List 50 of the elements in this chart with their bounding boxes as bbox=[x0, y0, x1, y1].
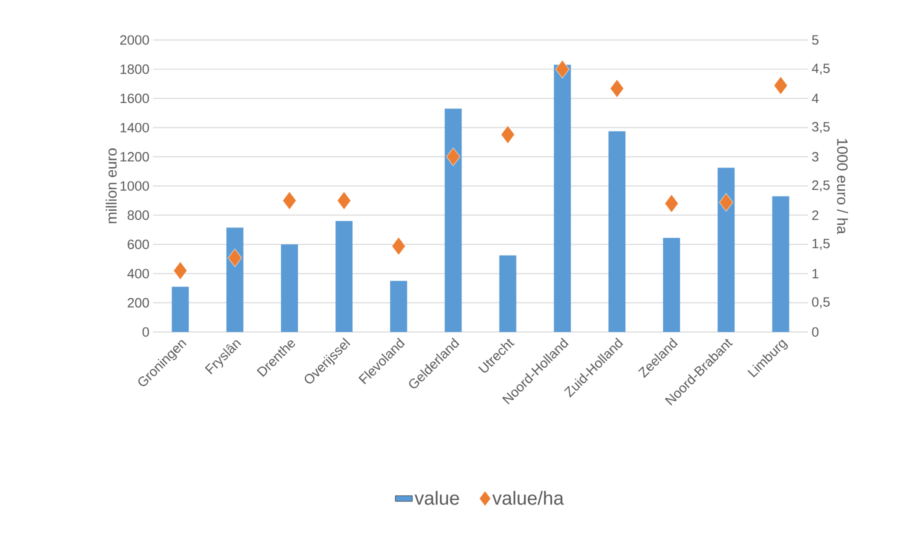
y2-tick-label: 1,5 bbox=[812, 238, 830, 250]
y2-tick-label: 0,5 bbox=[812, 297, 830, 308]
bar bbox=[554, 64, 571, 332]
point bbox=[446, 148, 460, 166]
y-tick-label: 400 bbox=[127, 268, 149, 278]
bar bbox=[280, 244, 298, 332]
point bbox=[774, 76, 788, 95]
y2-tick-label: 5 bbox=[812, 35, 818, 45]
bar bbox=[499, 255, 516, 332]
y-axis-title: million euro bbox=[106, 148, 117, 224]
point bbox=[610, 79, 624, 98]
bar bbox=[172, 286, 189, 332]
y2-tick-label: 3 bbox=[812, 152, 818, 162]
y2-tick-label: 0 bbox=[812, 327, 818, 337]
y2-tick-label: 2,5 bbox=[812, 180, 830, 192]
y-tick-label: 1400 bbox=[120, 122, 149, 132]
y2-tick-label: 4,5 bbox=[812, 64, 830, 75]
bar bbox=[772, 196, 790, 332]
y-tick-label: 1000 bbox=[120, 181, 149, 191]
y2-tick-label: 1 bbox=[812, 268, 818, 278]
y2-tick-label: 3,5 bbox=[812, 122, 830, 134]
y-tick-label: 1600 bbox=[120, 94, 149, 104]
bar bbox=[226, 228, 244, 332]
bar bbox=[390, 280, 408, 332]
y2-tick-label: 2 bbox=[812, 210, 818, 220]
y-tick-label: 200 bbox=[128, 298, 149, 308]
bar bbox=[444, 108, 462, 332]
point bbox=[173, 261, 188, 280]
bar bbox=[336, 221, 353, 332]
legend-label: value bbox=[414, 490, 459, 505]
point bbox=[555, 60, 570, 78]
bar bbox=[608, 131, 626, 332]
y2-axis-title: 1000 euro / ha bbox=[837, 138, 848, 234]
bar bbox=[718, 168, 735, 332]
point bbox=[228, 248, 242, 268]
y-tick-label: 1800 bbox=[120, 64, 149, 74]
y-tick-label: 0 bbox=[142, 327, 149, 337]
point bbox=[664, 194, 679, 213]
point bbox=[282, 191, 296, 210]
y-tick-label: 600 bbox=[128, 240, 149, 250]
y-tick-label: 1200 bbox=[120, 152, 149, 162]
y2-tick-label: 4 bbox=[812, 94, 819, 104]
y-tick-label: 800 bbox=[128, 210, 149, 220]
point bbox=[500, 125, 515, 144]
legend-label: value/ha bbox=[492, 490, 564, 505]
bar bbox=[663, 238, 680, 332]
point bbox=[392, 236, 406, 256]
point bbox=[337, 191, 352, 210]
point bbox=[719, 193, 734, 212]
y-tick-label: 2000 bbox=[120, 35, 149, 45]
